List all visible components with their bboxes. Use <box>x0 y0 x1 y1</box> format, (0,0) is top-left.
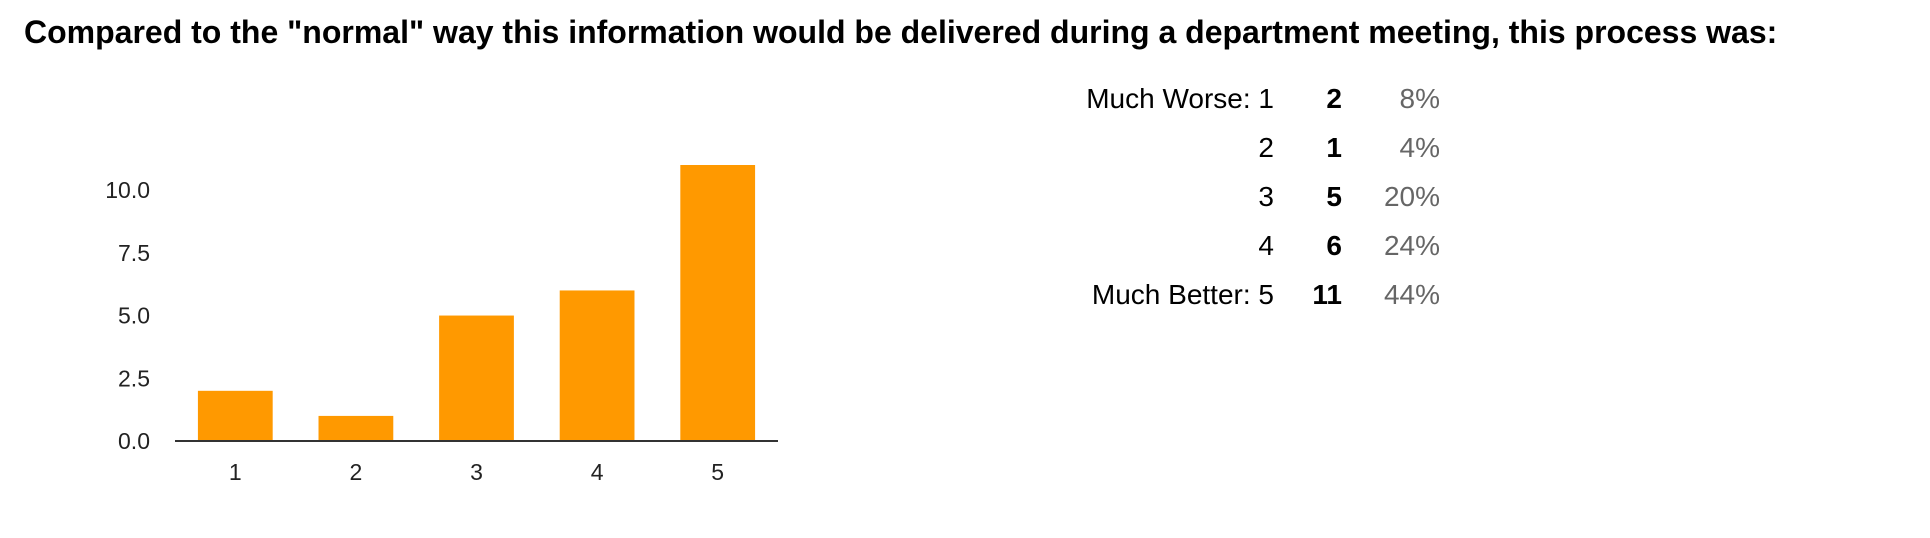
summary-row: 3 5 20% <box>1000 172 1440 221</box>
summary-percent: 24% <box>1383 229 1440 261</box>
summary-row: Much Better: 5 11 44% <box>1000 270 1440 319</box>
bar <box>197 390 273 441</box>
x-tick-label: 5 <box>711 459 724 485</box>
bar-chart: 0.0 2.5 5.0 7.5 10.0 1 2 3 4 5 <box>105 165 778 485</box>
summary-count: 1 <box>1326 131 1342 163</box>
y-tick-label: 0.0 <box>118 428 150 454</box>
x-tick-label: 3 <box>470 459 483 485</box>
summary-row: 4 6 24% <box>1000 221 1440 270</box>
summary-count: 6 <box>1326 229 1342 261</box>
summary-row: Much Worse: 1 2 8% <box>1000 74 1440 123</box>
summary-label: Much Worse: 1 <box>1086 82 1274 114</box>
bar <box>439 315 514 441</box>
summary-row: 2 1 4% <box>1000 123 1440 172</box>
summary-count: 2 <box>1326 82 1342 114</box>
summary-count: 11 <box>1312 278 1342 310</box>
response-summary-table: Much Worse: 1 2 8% 2 1 4% 3 5 20% 4 6 24… <box>1000 74 1440 319</box>
y-tick-label: 2.5 <box>118 365 150 391</box>
y-tick-label: 7.5 <box>118 240 150 266</box>
summary-percent: 20% <box>1383 180 1440 212</box>
summary-percent: 8% <box>1399 82 1440 114</box>
summary-label: 3 <box>1258 180 1274 212</box>
summary-label: 2 <box>1258 131 1274 163</box>
bar <box>318 415 394 441</box>
x-tick-label: 2 <box>350 459 363 485</box>
summary-percent: 44% <box>1383 278 1440 310</box>
summary-label: 4 <box>1258 229 1274 261</box>
summary-label: Much Better: 5 <box>1091 278 1274 310</box>
x-tick-label: 4 <box>591 459 604 485</box>
x-tick-label: 1 <box>229 459 242 485</box>
bar <box>680 165 756 441</box>
y-tick-label: 5.0 <box>118 303 150 329</box>
bar <box>559 290 635 441</box>
summary-count: 5 <box>1326 180 1342 212</box>
question-title: Compared to the "normal" way this inform… <box>24 14 1778 50</box>
summary-percent: 4% <box>1399 131 1440 163</box>
y-tick-label: 10.0 <box>105 177 150 203</box>
